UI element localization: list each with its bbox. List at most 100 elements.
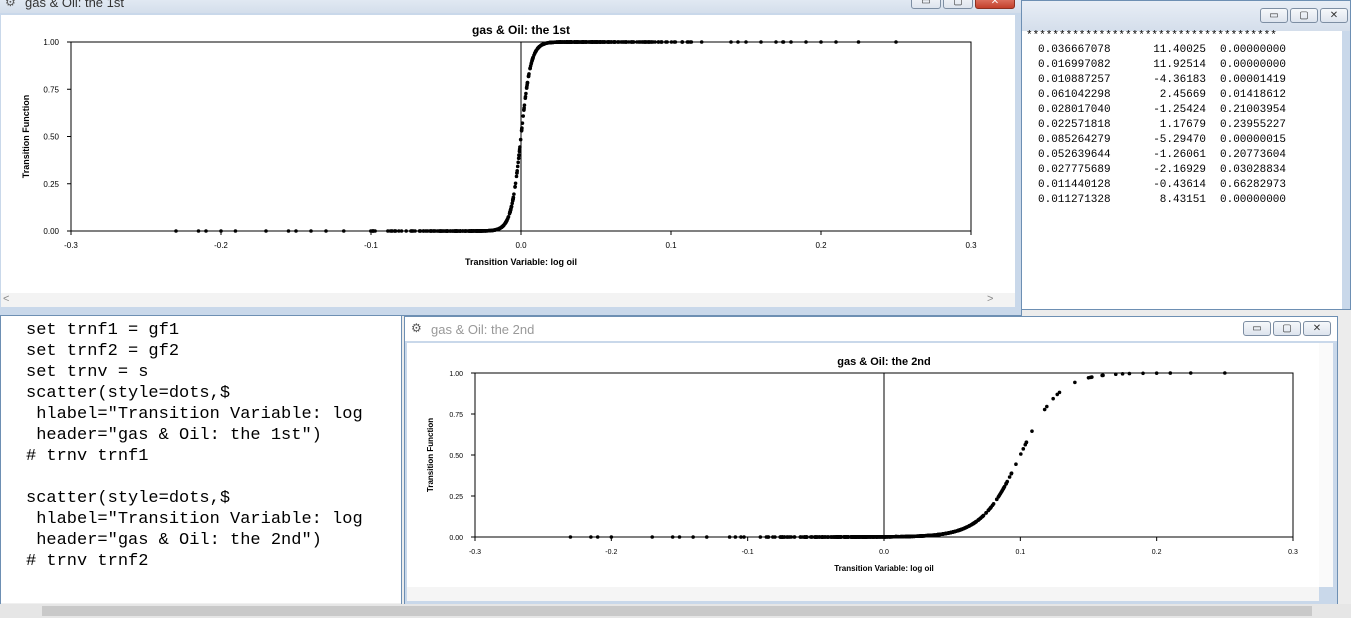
data-point bbox=[568, 535, 573, 539]
scroll-left-icon[interactable]: < bbox=[3, 293, 10, 305]
data-point bbox=[834, 535, 838, 539]
data-point bbox=[849, 535, 853, 539]
chart2-hscrollbar[interactable] bbox=[407, 587, 1319, 601]
data-point bbox=[233, 229, 238, 233]
data-point bbox=[964, 525, 969, 530]
data-point bbox=[873, 535, 877, 539]
data-point bbox=[742, 535, 746, 539]
main-hscroll-thumb[interactable] bbox=[42, 606, 1312, 616]
chart-1st: gas & Oil: the 1st Transition Variable: l… bbox=[21, 23, 977, 267]
scroll-right-icon[interactable]: > bbox=[987, 293, 994, 305]
data-point bbox=[458, 229, 463, 233]
output-cell-v1: 0.052639644 bbox=[1038, 149, 1111, 161]
data-point bbox=[1051, 396, 1055, 401]
data-point bbox=[912, 534, 917, 539]
data-point bbox=[1007, 475, 1012, 479]
output-cell-v3: 0.23955227 bbox=[1220, 119, 1287, 131]
data-point bbox=[699, 40, 704, 44]
data-point bbox=[587, 40, 592, 44]
code-line: hlabel="Transition Variable: log bbox=[26, 405, 363, 424]
chart1-hscrollbar[interactable]: < > bbox=[1, 293, 1015, 307]
data-point bbox=[504, 219, 509, 223]
data-point bbox=[758, 535, 763, 539]
data-point bbox=[463, 229, 467, 233]
data-point bbox=[441, 229, 446, 233]
data-point bbox=[938, 532, 942, 537]
y-tick-label: 1.00 bbox=[43, 38, 59, 47]
data-point bbox=[532, 53, 536, 57]
output-stars: ************************************** bbox=[1026, 30, 1277, 42]
maximize-icon[interactable]: ▢ bbox=[943, 0, 973, 9]
x-tick-label: 0.1 bbox=[665, 241, 677, 250]
data-point bbox=[397, 229, 401, 233]
data-point bbox=[1100, 373, 1104, 378]
editor-text-area[interactable] bbox=[1, 315, 401, 605]
output-cell-v3: 0.00001419 bbox=[1220, 74, 1287, 86]
output-text-area bbox=[1021, 31, 1342, 309]
data-point bbox=[660, 40, 664, 44]
window-title: gas & Oil: the 1st bbox=[25, 0, 124, 10]
data-point bbox=[733, 535, 738, 539]
data-point bbox=[516, 160, 520, 165]
output-cell-v3: 0.21003954 bbox=[1220, 104, 1287, 116]
app-icon: ⚙ bbox=[5, 0, 16, 9]
x-tick-label: 0.2 bbox=[815, 241, 827, 250]
output-cell-v1: 0.016997082 bbox=[1038, 59, 1111, 71]
data-point bbox=[888, 534, 893, 539]
chart-window-1st-titlebar[interactable]: ⚙ gas & Oil: the 1st ▭ ▢ ✕ bbox=[0, 0, 1021, 13]
data-point bbox=[598, 40, 602, 44]
chart2-vscrollbar[interactable] bbox=[1319, 343, 1333, 587]
x-tick-label: 0.3 bbox=[965, 241, 977, 250]
close-icon[interactable]: ✕ bbox=[1303, 321, 1331, 336]
data-point bbox=[640, 40, 645, 44]
data-point bbox=[565, 40, 570, 44]
output-cell-v1: 0.010887257 bbox=[1038, 74, 1111, 86]
data-point bbox=[688, 40, 693, 44]
data-point bbox=[399, 229, 404, 233]
minimize-icon[interactable]: ▭ bbox=[1243, 321, 1271, 336]
output-cell-v1: 0.085264279 bbox=[1038, 134, 1111, 146]
data-point bbox=[541, 42, 545, 47]
data-point bbox=[518, 137, 523, 142]
data-point bbox=[219, 229, 223, 233]
code-line: # trnv trnf2 bbox=[26, 552, 149, 571]
data-point bbox=[424, 229, 429, 233]
output-cell-v1: 0.011271328 bbox=[1038, 194, 1111, 206]
close-icon[interactable]: ✕ bbox=[975, 0, 1015, 9]
data-point bbox=[428, 229, 433, 233]
code-line: scatter(style=dots,$ bbox=[26, 384, 231, 403]
data-point bbox=[1030, 429, 1034, 433]
data-point bbox=[609, 535, 614, 539]
close-icon[interactable]: ✕ bbox=[1320, 8, 1348, 23]
chart-window-2nd-titlebar[interactable]: ⚙ gas & Oil: the 2nd ▭ ▢ ✕ bbox=[405, 317, 1337, 341]
data-point bbox=[373, 229, 377, 233]
data-point bbox=[929, 533, 933, 538]
maximize-icon[interactable]: ▢ bbox=[1290, 8, 1318, 23]
code-line: # trnv trnf1 bbox=[26, 447, 149, 466]
output-cell-v2: -1.25424 bbox=[1153, 104, 1206, 116]
data-point bbox=[196, 229, 201, 233]
minimize-icon[interactable]: ▭ bbox=[911, 0, 941, 9]
data-point bbox=[861, 535, 866, 539]
data-point bbox=[1004, 481, 1009, 486]
maximize-icon[interactable]: ▢ bbox=[1273, 321, 1301, 336]
output-cell-v3: 0.20773604 bbox=[1220, 149, 1287, 161]
output-window-titlebar[interactable]: ▭ ▢ ✕ bbox=[1001, 1, 1350, 31]
main-hscrollbar[interactable] bbox=[0, 604, 1351, 618]
data-point bbox=[656, 40, 661, 44]
data-point bbox=[559, 40, 564, 44]
data-point bbox=[204, 229, 208, 233]
code-line: set trnf2 = gf2 bbox=[26, 342, 180, 361]
data-point bbox=[607, 40, 612, 44]
data-point bbox=[1009, 471, 1014, 476]
editor-window bbox=[0, 314, 402, 618]
data-point bbox=[971, 521, 976, 526]
output-cell-v2: -0.43614 bbox=[1153, 179, 1206, 191]
minimize-icon[interactable]: ▭ bbox=[1260, 8, 1288, 23]
data-point bbox=[174, 229, 178, 233]
data-point bbox=[852, 535, 856, 539]
data-point bbox=[704, 535, 709, 539]
data-point bbox=[530, 57, 535, 61]
x-tick-label: -0.3 bbox=[469, 549, 481, 556]
output-cell-v1: 0.011440128 bbox=[1038, 179, 1111, 191]
